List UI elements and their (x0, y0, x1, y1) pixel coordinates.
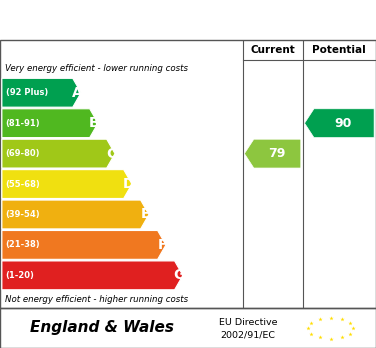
Text: (55-68): (55-68) (6, 180, 40, 189)
Polygon shape (244, 139, 301, 168)
Text: C: C (106, 147, 117, 161)
Text: (92 Plus): (92 Plus) (6, 88, 48, 97)
Text: Very energy efficient - lower running costs: Very energy efficient - lower running co… (5, 64, 188, 73)
Text: (39-54): (39-54) (6, 210, 40, 219)
Polygon shape (2, 230, 166, 259)
Text: (21-38): (21-38) (6, 240, 40, 250)
Polygon shape (2, 109, 98, 137)
Polygon shape (2, 169, 132, 198)
Text: B: B (89, 116, 100, 130)
Text: Not energy efficient - higher running costs: Not energy efficient - higher running co… (5, 295, 188, 304)
Text: Energy Efficiency Rating: Energy Efficiency Rating (59, 10, 317, 30)
Polygon shape (2, 261, 183, 290)
Text: (81-91): (81-91) (6, 119, 40, 128)
Polygon shape (2, 139, 115, 168)
Text: F: F (158, 238, 167, 252)
Text: E: E (141, 207, 150, 221)
Text: G: G (173, 268, 185, 282)
Polygon shape (2, 200, 149, 229)
Text: EU Directive: EU Directive (219, 318, 277, 327)
Text: 79: 79 (268, 147, 285, 160)
Polygon shape (2, 78, 81, 107)
Text: 2002/91/EC: 2002/91/EC (221, 331, 276, 340)
Text: (69-80): (69-80) (6, 149, 40, 158)
Text: (1-20): (1-20) (6, 271, 35, 280)
Text: D: D (123, 177, 134, 191)
Polygon shape (305, 109, 374, 137)
Text: 90: 90 (334, 117, 352, 130)
Text: England & Wales: England & Wales (30, 321, 173, 335)
Text: A: A (72, 86, 83, 100)
Text: Potential: Potential (312, 45, 366, 55)
Text: Current: Current (250, 45, 295, 55)
